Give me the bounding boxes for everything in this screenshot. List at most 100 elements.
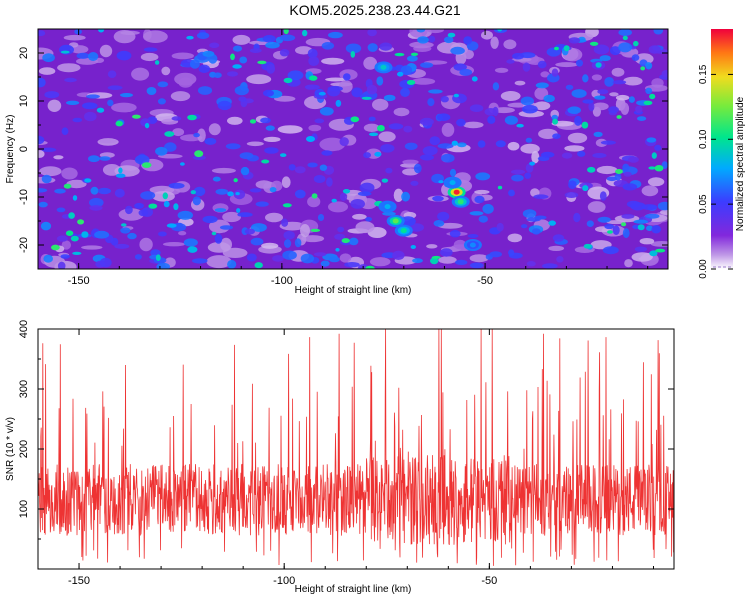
spectrogram-cell — [361, 96, 372, 100]
spectrogram-cell — [42, 53, 55, 63]
spectrogram-cell — [577, 150, 586, 157]
spectrogram-hotspot — [380, 64, 387, 70]
spectrogram-cell — [334, 233, 346, 240]
spectrogram-cell — [99, 156, 111, 161]
spectrogram-cell — [409, 41, 434, 49]
spectrogram-cell — [639, 238, 655, 245]
spectrogram-cell — [453, 239, 467, 250]
spectrogram-cell — [653, 29, 664, 35]
spectrogram-cell — [355, 221, 375, 234]
spectrogram-cell — [72, 195, 78, 201]
spectrogram-cell — [250, 237, 264, 246]
spectrogram-cell — [648, 166, 656, 170]
spectrogram-cell — [328, 31, 343, 39]
spectrogram-cell — [623, 76, 643, 86]
spectrogram-cell — [280, 153, 287, 158]
spectrogram-cell — [543, 94, 555, 103]
spectrogram-cell — [363, 123, 380, 132]
spectrogram-cell — [606, 176, 618, 182]
spectrogram-cell — [563, 45, 570, 52]
spectrogram-cell — [548, 220, 556, 226]
spectrogram-cell — [60, 50, 70, 54]
spectrogram-cell — [171, 52, 194, 60]
spectrogram-cell — [438, 180, 444, 184]
spectrogram-cell — [246, 141, 264, 147]
spectrogram-cell — [582, 185, 589, 192]
spectrogram-cell — [504, 115, 518, 125]
spectrogram-cell — [134, 154, 150, 165]
spectrogram-cell — [41, 147, 57, 152]
spectrogram-cell — [262, 35, 276, 43]
spectrogram-cell — [38, 67, 56, 75]
spectrogram-cell — [441, 122, 455, 137]
spectrogram-cell — [616, 115, 622, 119]
spectrogram-cell — [64, 77, 77, 83]
spectrogram-cell — [510, 169, 526, 175]
spectrogram-cell — [511, 174, 524, 182]
spectrogram-cell — [393, 107, 410, 117]
spectrogram-cell — [307, 196, 321, 208]
spectrogram-cell — [449, 168, 457, 177]
spectrogram-cell — [41, 174, 52, 184]
spectrogram-hotspot — [453, 189, 460, 195]
spectrogram-cell — [367, 43, 378, 52]
spectrogram-cell — [481, 30, 493, 40]
spectrogram-cell — [321, 150, 333, 156]
spectrogram-cell — [214, 208, 227, 213]
spectrogram-cell — [194, 150, 204, 158]
spectrogram-cell — [320, 260, 330, 267]
spectrogram-cell — [417, 36, 429, 44]
spectrogram-cell — [86, 94, 100, 99]
spectrogram-cell — [339, 137, 349, 147]
spectrogram-cell — [393, 188, 404, 202]
spectrogram-cell — [640, 66, 646, 71]
spectrogram-cell — [599, 191, 607, 201]
spectrogram-cell — [643, 100, 653, 106]
spectrogram-cell — [609, 46, 621, 56]
spectrogram-cell — [328, 256, 340, 263]
spectrogram-cell — [313, 252, 327, 257]
spectrogram-cell — [645, 213, 660, 219]
spectrogram-cell — [261, 159, 270, 164]
spectrogram-cell — [250, 223, 267, 232]
spectrogram-cell — [70, 235, 79, 242]
spectrogram-cell — [222, 211, 242, 223]
spectrogram-cell — [89, 205, 103, 211]
spectrogram-cell — [163, 200, 170, 208]
spectrogram-cell — [365, 217, 372, 222]
spectrogram-cell — [457, 142, 467, 148]
spectrogram-cell — [487, 115, 496, 124]
spectrogram-cell — [525, 163, 534, 173]
spectrogram-cell — [512, 52, 525, 60]
spectrogram-cell — [237, 212, 253, 218]
spectrogram-cell — [209, 42, 220, 49]
spectrogram-cell — [516, 123, 524, 128]
spectrogram-cell — [107, 85, 123, 90]
x-tick-label: -150 — [68, 275, 90, 287]
spectrogram-cell — [124, 205, 133, 215]
y-tick-label: -10 — [18, 189, 30, 205]
spectrogram-cell — [61, 240, 71, 250]
spectrogram-cell — [646, 137, 657, 143]
spectrogram-cell — [54, 188, 66, 194]
spectrogram-cell — [427, 98, 435, 107]
spectrogram-cell — [508, 249, 515, 256]
spectrogram-cell — [531, 150, 540, 164]
spectrogram-heatmap — [38, 29, 668, 269]
spectrogram-cell — [183, 238, 198, 247]
spectrogram-cell — [474, 189, 490, 195]
spectrogram-cell — [47, 99, 62, 113]
spectrogram-cell — [265, 41, 280, 49]
spectrogram-cell — [366, 84, 378, 95]
spectrogram-cell — [477, 140, 486, 148]
spectrogram-cell — [249, 188, 262, 193]
spectrogram-cell — [99, 44, 113, 58]
spectrogram-cell — [234, 85, 249, 96]
spectrogram-cell — [649, 93, 656, 100]
spectrogram-cell — [84, 111, 97, 122]
spectrogram-cell — [148, 203, 158, 209]
spectrogram-cell — [227, 116, 243, 125]
spectrogram-cell — [420, 62, 434, 68]
spectrogram-cell — [618, 29, 632, 37]
spectrogram-cell — [187, 114, 197, 121]
